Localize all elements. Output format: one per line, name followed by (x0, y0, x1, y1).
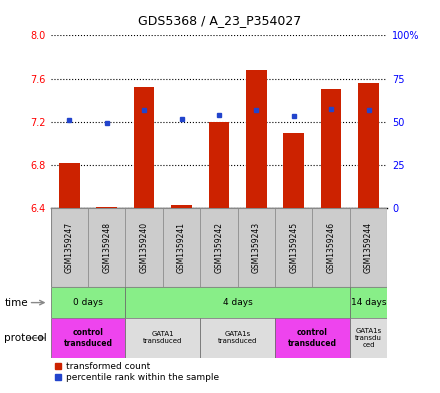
Bar (171, 205, 192, 208)
Bar (350, 208, 387, 287)
Bar (358, 83, 379, 208)
Text: time: time (4, 298, 28, 308)
Text: protocol: protocol (4, 333, 47, 343)
Bar (134, 87, 154, 208)
Text: GSM1359240: GSM1359240 (139, 222, 149, 273)
Bar (275, 208, 312, 287)
Text: GSM1359245: GSM1359245 (289, 222, 298, 273)
Text: control
transduced: control transduced (288, 328, 337, 348)
Bar (209, 122, 229, 208)
Bar (125, 287, 350, 318)
Text: GDS5368 / A_23_P354027: GDS5368 / A_23_P354027 (138, 14, 302, 27)
Bar (51, 318, 125, 358)
Text: GATA1
transduced: GATA1 transduced (143, 331, 183, 345)
Bar (200, 208, 238, 287)
Text: GSM1359244: GSM1359244 (364, 222, 373, 273)
Legend: transformed count, percentile rank within the sample: transformed count, percentile rank withi… (55, 362, 219, 382)
Bar (283, 132, 304, 208)
Text: GATA1s
transdu
ced: GATA1s transdu ced (355, 328, 382, 348)
Bar (51, 287, 125, 318)
Text: GSM1359243: GSM1359243 (252, 222, 261, 273)
Text: GATA1s
transduced: GATA1s transduced (218, 331, 257, 345)
Text: GSM1359248: GSM1359248 (102, 222, 111, 273)
Bar (59, 163, 80, 208)
Bar (246, 70, 267, 208)
Bar (88, 208, 125, 287)
Text: GSM1359242: GSM1359242 (214, 222, 224, 273)
Text: GSM1359241: GSM1359241 (177, 222, 186, 273)
Bar (96, 207, 117, 208)
Text: 4 days: 4 days (223, 298, 253, 307)
Bar (163, 208, 200, 287)
Text: 0 days: 0 days (73, 298, 103, 307)
Bar (51, 208, 88, 287)
Text: GSM1359247: GSM1359247 (65, 222, 74, 273)
Bar (321, 89, 341, 208)
Bar (125, 208, 163, 287)
Text: GSM1359246: GSM1359246 (326, 222, 336, 273)
Text: control
transduced: control transduced (63, 328, 113, 348)
Bar (312, 208, 350, 287)
Bar (238, 208, 275, 287)
Bar (350, 287, 387, 318)
Bar (275, 318, 350, 358)
Bar (350, 318, 387, 358)
Bar (125, 318, 200, 358)
Bar (200, 318, 275, 358)
Text: 14 days: 14 days (351, 298, 386, 307)
